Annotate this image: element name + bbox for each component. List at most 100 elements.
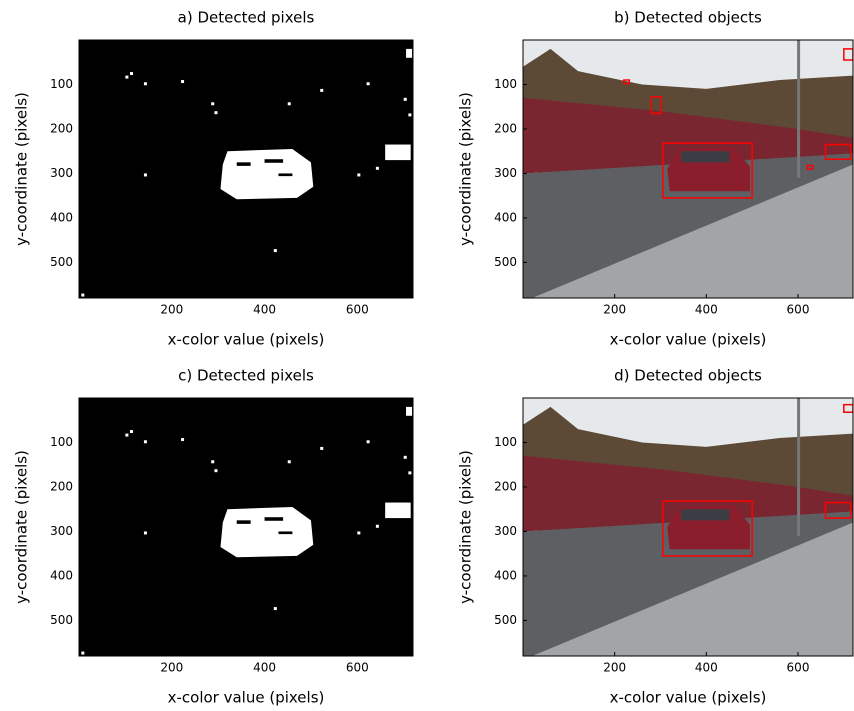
x-axis-label: x-color value (pixels) [168,689,325,707]
pixel-dot [125,76,128,79]
pixel-dot [408,113,411,116]
x-tick-label: 200 [603,303,626,317]
pixel-dot [357,531,360,534]
pixel-dot [144,440,147,443]
pixel-dot [130,72,133,75]
pixel-dot [404,456,407,459]
pixel-blob [220,507,313,557]
x-tick-label: 600 [346,661,369,675]
y-tick-label: 500 [494,255,517,269]
panel: 200 400 600 100 200 300 400 500 d) Detected obje… [457,367,854,707]
x-axis-label: x-color value (pixels) [610,331,767,349]
y-tick-label: 400 [494,210,517,224]
x-tick-label: 600 [346,303,369,317]
x-tick-label: 400 [253,303,276,317]
y-tick-label: 300 [50,524,73,538]
x-tick-label: 200 [160,303,183,317]
y-tick-label: 400 [494,568,517,582]
panel: 200 400 600 100 200 300 400 500 a) Detected pixe… [13,9,417,349]
y-tick-label: 200 [494,479,517,493]
y-tick-label: 500 [50,613,73,627]
pixel-dot [211,102,214,105]
panel: 200 400 600 100 200 300 400 500 c) Detected pixe… [13,367,417,707]
pole [797,398,800,536]
x-axis-label: x-color value (pixels) [168,331,325,349]
pixel-dot [404,98,407,101]
panel-title: c) Detected pixels [178,367,314,385]
pixel-hole [278,531,292,534]
y-axis-label: y-coordinate (pixels) [13,450,31,604]
pixel-dot [144,82,147,85]
y-tick-label: 300 [494,524,517,538]
pixel-dot [81,652,84,655]
pixel-dot [125,434,128,437]
pixel-dot [214,111,217,114]
panel-title: a) Detected pixels [178,9,315,27]
pixel-dot [274,607,277,610]
y-axis-label: y-coordinate (pixels) [13,92,31,246]
car-window [681,509,729,520]
x-tick-label: 200 [603,661,626,675]
pixel-hole [265,517,284,521]
x-tick-label: 600 [787,661,810,675]
pixel-dot [288,102,291,105]
pixel-blob [406,407,412,416]
y-tick-label: 400 [50,210,73,224]
y-axis-label: y-coordinate (pixels) [457,450,475,604]
pixel-dot [144,531,147,534]
x-axis-label: x-color value (pixels) [610,689,767,707]
pixel-blob [385,503,411,519]
y-axis-label: y-coordinate (pixels) [457,92,475,246]
y-tick-label: 300 [50,166,73,180]
pixel-dot [367,82,370,85]
pixel-blob [406,49,412,58]
y-tick-label: 200 [50,121,73,135]
image [523,398,853,656]
y-tick-label: 300 [494,166,517,180]
x-tick-label: 400 [695,661,718,675]
panel-title: b) Detected objects [614,9,762,27]
pixel-dot [81,294,84,297]
image [79,40,416,298]
pixel-dot [408,471,411,474]
pixel-dot [144,173,147,176]
x-tick-label: 400 [253,661,276,675]
y-tick-label: 500 [494,613,517,627]
y-tick-label: 200 [494,121,517,135]
image [523,40,853,298]
pixel-hole [265,159,284,163]
y-tick-label: 500 [50,255,73,269]
pixel-dot [274,249,277,252]
image [79,398,416,656]
pixel-dot [288,460,291,463]
pixel-dot [376,167,379,170]
pixel-dot [320,447,323,450]
pixel-dot [130,430,133,433]
pixel-dot [214,469,217,472]
car-window [681,151,729,162]
y-tick-label: 200 [50,479,73,493]
y-tick-label: 100 [494,435,517,449]
y-tick-label: 100 [494,77,517,91]
figure: 200 400 600 100 200 300 400 500 a) Detected pixe… [0,0,854,711]
pixel-blob [220,149,313,199]
panel-title: d) Detected objects [614,367,762,385]
pixel-dot [376,525,379,528]
pixel-dot [320,89,323,92]
x-tick-label: 400 [695,303,718,317]
pixel-hole [237,520,251,524]
pixel-hole [237,162,251,166]
y-tick-label: 400 [50,568,73,582]
pixel-dot [357,173,360,176]
pole [797,40,800,178]
pixel-dot [211,460,214,463]
y-tick-label: 100 [50,435,73,449]
y-tick-label: 100 [50,77,73,91]
pixel-dot [367,440,370,443]
pixel-blob [385,145,411,161]
x-tick-label: 200 [160,661,183,675]
pixel-dot [181,438,184,441]
pixel-dot [181,80,184,83]
pixel-hole [278,173,292,176]
